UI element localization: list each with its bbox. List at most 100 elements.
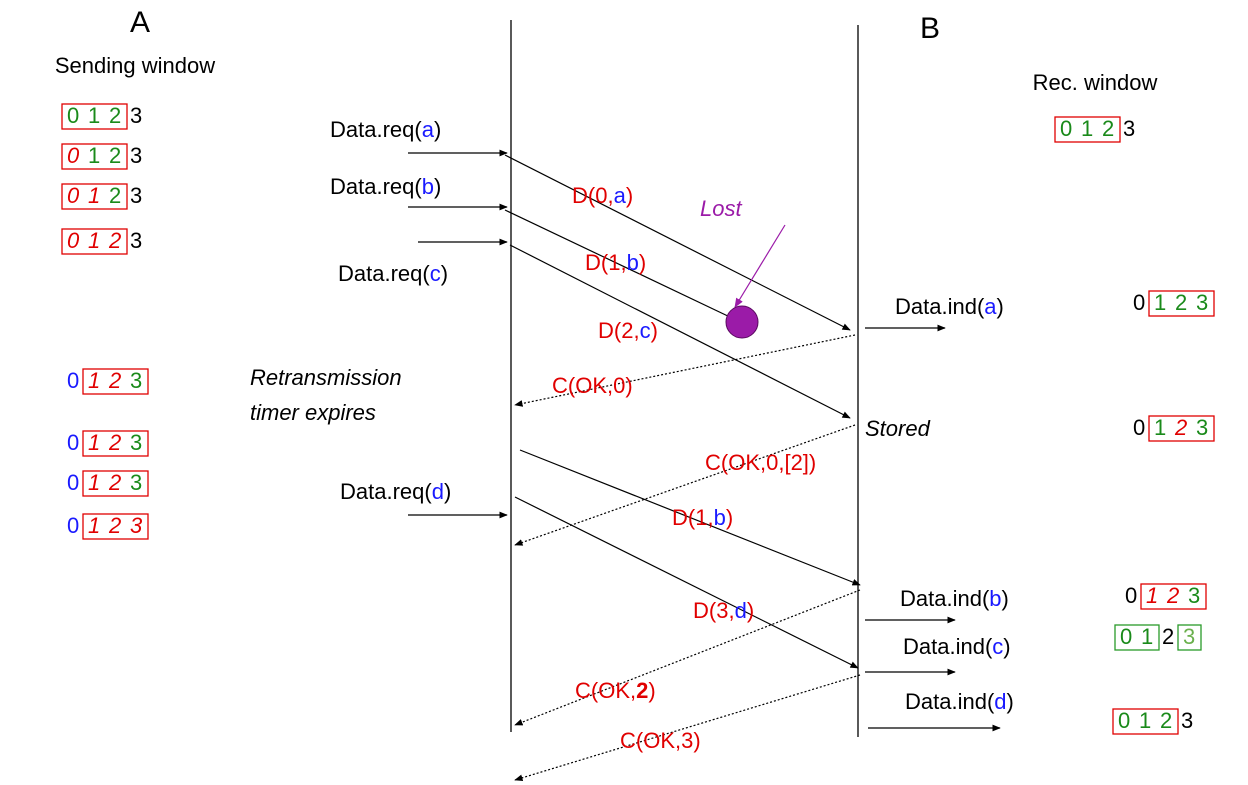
frame-label-part: c: [640, 318, 651, 343]
frame-label-part: D(3,: [693, 598, 735, 623]
window-digit: 3: [130, 513, 143, 538]
data-req-part: ): [434, 117, 441, 142]
window-digit: 1: [88, 183, 100, 208]
label-b: B: [920, 12, 940, 45]
frame-label: D(2,c): [598, 318, 658, 343]
frame-label: C(OK,2): [575, 678, 656, 703]
frame-label-part: ): [648, 678, 655, 703]
data-ind-part: a: [984, 294, 997, 319]
ack-arrow: [514, 334, 856, 407]
rec-window-label: Rec. window: [1033, 70, 1158, 95]
data-req-part: b: [422, 174, 434, 199]
frame-arrow-lost: [504, 209, 733, 319]
window-box: [1148, 415, 1215, 442]
window-digit: 2: [109, 143, 121, 168]
frame-label: C(OK,3): [620, 728, 701, 753]
window-box: [61, 103, 128, 130]
window-digit: 0: [1118, 708, 1130, 733]
frame-label: C(OK,0,[2]): [705, 450, 816, 475]
data-ind-part: ): [1007, 689, 1014, 714]
frame-label-part: b: [714, 505, 726, 530]
window-digit: 0: [67, 430, 79, 455]
window-digit: 0: [67, 183, 80, 208]
data-req: Data.req(d): [340, 479, 451, 504]
window-digit: 0: [1133, 290, 1145, 315]
window-digit: 2: [108, 430, 121, 455]
window-digit: 1: [88, 228, 100, 253]
window-box: [1054, 116, 1121, 143]
data-ind: Data.ind(a): [895, 294, 1004, 319]
data-ind-part: ): [1002, 586, 1009, 611]
window-digit: 1: [88, 368, 100, 393]
window-digit: 3: [130, 228, 142, 253]
window-digit: 3: [130, 183, 142, 208]
ack-arrow: [514, 589, 861, 726]
frame-label-part: ): [726, 505, 733, 530]
data-req-part: ): [444, 479, 451, 504]
frame-arrow: [514, 496, 859, 669]
frame-arrow: [519, 449, 861, 586]
frame-label-part: D(0,: [572, 183, 614, 208]
window-digit: 2: [1174, 415, 1187, 440]
window-box: [1148, 290, 1215, 317]
window-digit: 0: [1060, 116, 1072, 141]
window-digit: 1: [88, 103, 100, 128]
frame-label-part: a: [614, 183, 627, 208]
sending-window-label: Sending window: [55, 53, 215, 78]
window-digit: 2: [108, 228, 121, 253]
window-digit: 0: [67, 103, 79, 128]
window-digit: 3: [1183, 624, 1195, 649]
window-digit: 1: [88, 470, 100, 495]
window-digit: 3: [1188, 583, 1200, 608]
window-digit: 2: [109, 183, 121, 208]
data-req-part: a: [422, 117, 435, 142]
lost-marker: [725, 305, 759, 339]
stored-label: Stored: [865, 416, 931, 441]
window-digit: 0: [1133, 415, 1145, 440]
retransmission-label: Retransmission: [250, 365, 402, 390]
data-req-part: d: [432, 479, 444, 504]
frame-label-part: ): [747, 598, 754, 623]
window-digit: 1: [88, 430, 100, 455]
window-digit: 1: [1146, 583, 1158, 608]
lost-label: Lost: [700, 196, 742, 221]
frame-label-part: D(1,: [585, 250, 627, 275]
frame-arrow: [509, 244, 851, 419]
data-ind: Data.ind(b): [900, 586, 1009, 611]
window-digit: 0: [67, 470, 79, 495]
window-digit: 3: [1196, 290, 1208, 315]
frame-label: D(1,b): [585, 250, 646, 275]
data-req: Data.req(c): [338, 261, 448, 286]
data-ind-part: Data.ind(: [903, 634, 993, 659]
data-ind: Data.ind(c): [903, 634, 1011, 659]
window-digit: 2: [1160, 708, 1172, 733]
window-box: [82, 368, 149, 395]
data-req-part: Data.req(: [330, 174, 422, 199]
frame-label-part: 2: [636, 678, 648, 703]
window-box: [1114, 624, 1160, 651]
frame-label-part: D(1,: [672, 505, 714, 530]
window-digit: 1: [88, 513, 100, 538]
window-digit: 1: [88, 143, 100, 168]
arrows: [408, 149, 1001, 782]
window-digit: 2: [1102, 116, 1114, 141]
window-digit: 0: [1125, 583, 1137, 608]
window-box: [82, 470, 149, 497]
window-digit: 0: [67, 143, 80, 168]
window-box: [1112, 708, 1179, 735]
window-digit: 2: [1162, 624, 1174, 649]
frame-label-part: d: [735, 598, 747, 623]
timer-label: timer expires: [250, 400, 376, 425]
window-digit: 0: [67, 368, 79, 393]
window-digit: 3: [1196, 415, 1208, 440]
